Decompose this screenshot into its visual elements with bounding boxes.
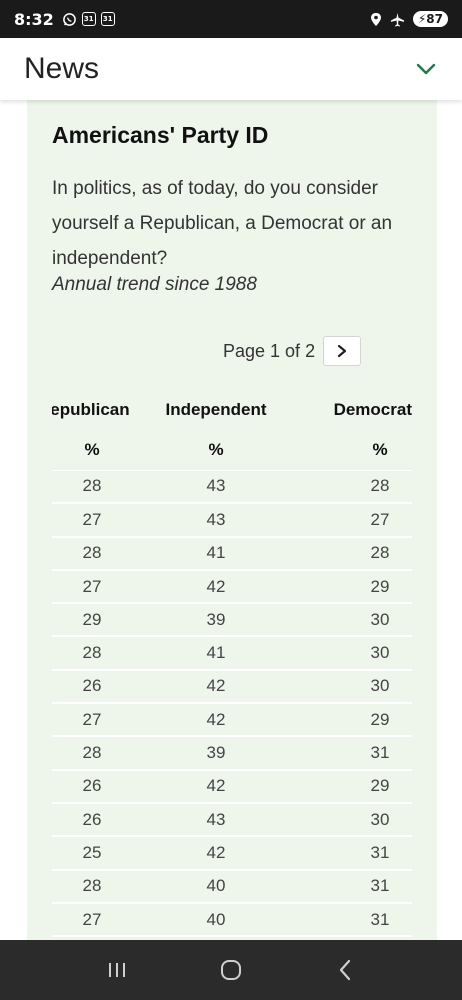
party-id-table[interactable]: Republican Independent Democrat % % % 28… — [52, 390, 412, 938]
independent-cell: 42 — [132, 569, 300, 605]
democrat-cell: 30 — [300, 802, 412, 838]
pagination: Page 1 of 2 — [223, 336, 362, 366]
table-row: 26 42 30 — [52, 669, 412, 705]
democrat-cell: 30 — [300, 669, 412, 705]
battery-level: 87 — [426, 12, 443, 26]
table-row: 26 43 30 — [52, 802, 412, 838]
independent-cell: 43 — [132, 802, 300, 838]
notification-icons: 31 31 — [62, 12, 115, 27]
independent-cell: 42 — [132, 669, 300, 705]
republican-cell: 27 — [52, 503, 132, 538]
home-button[interactable] — [211, 950, 251, 990]
table-row: 25 42 31 — [52, 836, 412, 871]
democrat-cell: 29 — [300, 769, 412, 804]
poll-question: In politics, as of today, do you conside… — [52, 178, 393, 269]
democrat-cell: 28 — [300, 536, 412, 571]
democrat-cell: 28 — [300, 470, 412, 505]
democrat-cell: 30 — [300, 636, 412, 671]
republican-cell: 28 — [52, 736, 132, 771]
republican-cell: 26 — [52, 802, 132, 838]
poll-card: Americans' Party ID In politics, as of t… — [27, 100, 437, 940]
unit-label: % — [132, 430, 300, 471]
independent-cell: 42 — [132, 836, 300, 871]
democrat-cell: 31 — [300, 736, 412, 771]
table-row: 28 40 31 — [52, 869, 412, 904]
card-title: Americans' Party ID — [52, 122, 269, 148]
republican-cell: 28 — [52, 536, 132, 571]
republican-cell: 25 — [52, 836, 132, 871]
page-indicator: Page 1 of 2 — [223, 340, 316, 361]
table-row: 27 43 27 — [52, 503, 412, 538]
column-header-republican: Republican — [52, 400, 130, 419]
democrat-cell: 29 — [300, 703, 412, 738]
battery-indicator: ⚡87 — [412, 11, 448, 27]
democrat-cell: 31 — [300, 902, 412, 938]
independent-cell: 43 — [132, 503, 300, 538]
independent-cell: 40 — [132, 869, 300, 904]
democrat-cell: 31 — [300, 836, 412, 871]
republican-cell: 28 — [52, 869, 132, 904]
table-row: 27 42 29 — [52, 703, 412, 738]
table-row: 28 39 31 — [52, 736, 412, 771]
page-title: News — [24, 52, 100, 85]
recent-apps-icon — [109, 963, 125, 977]
column-header-independent: Independent — [165, 400, 267, 419]
republican-cell: 29 — [52, 603, 132, 638]
republican-cell: 26 — [52, 769, 132, 804]
independent-cell: 42 — [132, 703, 300, 738]
republican-cell: 28 — [52, 636, 132, 671]
republican-cell: 28 — [52, 470, 132, 505]
chevron-right-icon — [337, 344, 347, 358]
democrat-cell: 27 — [300, 503, 412, 538]
location-icon — [370, 12, 382, 27]
column-header-democrat: Democrat — [333, 400, 412, 419]
whatsapp-icon — [62, 12, 77, 27]
next-page-button[interactable] — [323, 336, 362, 366]
table-row: 28 43 28 — [52, 470, 412, 505]
independent-cell: 43 — [132, 470, 300, 505]
system-nav-bar — [0, 940, 462, 1000]
table-row: 28 41 30 — [52, 636, 412, 671]
independent-cell: 39 — [132, 736, 300, 771]
independent-cell: 39 — [132, 603, 300, 638]
independent-cell: 40 — [132, 902, 300, 938]
democrat-cell: 29 — [300, 569, 412, 605]
independent-cell: 42 — [132, 769, 300, 804]
democrat-cell: 31 — [300, 869, 412, 904]
article-content[interactable]: Americans' Party ID In politics, as of t… — [0, 100, 462, 940]
app-header: News — [0, 38, 462, 100]
unit-label: % — [300, 430, 412, 471]
table-row: 27 42 29 — [52, 569, 412, 605]
independent-cell: 41 — [132, 636, 300, 671]
recent-apps-button[interactable] — [97, 950, 137, 990]
democrat-cell: 30 — [300, 603, 412, 638]
home-icon — [221, 960, 241, 980]
independent-cell: 41 — [132, 536, 300, 571]
republican-cell: 27 — [52, 569, 132, 605]
chevron-down-icon[interactable] — [414, 57, 438, 81]
table-row: 27 40 31 — [52, 902, 412, 938]
table-row: 28 41 28 — [52, 536, 412, 571]
unit-label: % — [52, 430, 132, 471]
back-icon — [339, 959, 351, 981]
table-row: 29 39 30 — [52, 603, 412, 638]
system-icons: ⚡87 — [370, 11, 448, 27]
airplane-mode-icon — [390, 12, 405, 27]
table-row: 26 42 29 — [52, 769, 412, 804]
calendar-icon: 31 — [100, 12, 115, 26]
calendar-icon: 31 — [81, 12, 96, 26]
status-bar: 8:32 31 31 ⚡87 — [0, 0, 462, 38]
card-subtitle: Annual trend since 1988 — [52, 274, 257, 295]
back-button[interactable] — [325, 950, 365, 990]
republican-cell: 27 — [52, 902, 132, 938]
republican-cell: 26 — [52, 669, 132, 705]
status-time: 8:32 — [14, 9, 54, 29]
republican-cell: 27 — [52, 703, 132, 738]
